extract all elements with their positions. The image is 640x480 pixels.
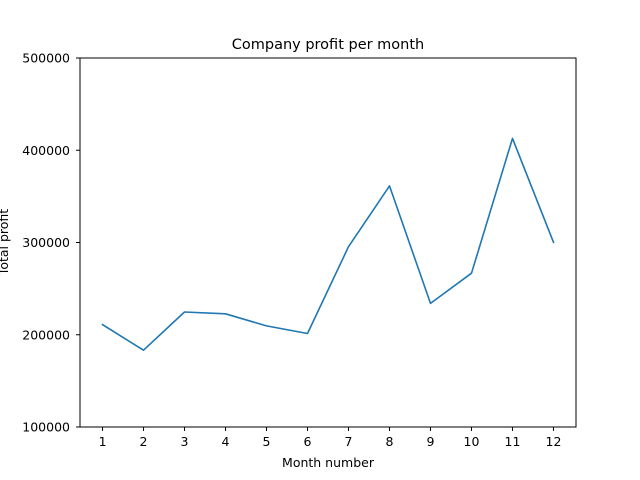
- y-axis-label: Total profit: [0, 209, 11, 276]
- chart-title: Company profit per month: [232, 37, 425, 53]
- x-tick-label: 6: [304, 434, 312, 449]
- y-tick-label: 300000: [22, 235, 70, 250]
- series-layer: [101, 137, 555, 352]
- plot-frame: [79, 57, 577, 428]
- x-tick-label: 3: [181, 434, 189, 449]
- x-tick-label: 1: [99, 434, 107, 449]
- y-axis-ticks: 100000 200000 300000 400000 500000: [22, 51, 80, 435]
- x-tick-label: 5: [263, 434, 271, 449]
- y-tick-label: 100000: [22, 420, 70, 435]
- x-tick-label: 11: [505, 434, 521, 449]
- x-tick-label: 8: [386, 434, 394, 449]
- x-tick-label: 2: [140, 434, 148, 449]
- x-axis-ticks: 1 2 3 4 5 6 7 8 9 10 11 12: [99, 427, 562, 449]
- y-tick-label: 200000: [22, 327, 70, 342]
- x-tick-label: 9: [427, 434, 435, 449]
- x-tick-label: 7: [345, 434, 353, 449]
- y-tick-label: 400000: [22, 143, 70, 158]
- x-tick-label: 12: [546, 434, 562, 449]
- x-tick-label: 4: [222, 434, 230, 449]
- x-tick-label: 10: [464, 434, 480, 449]
- y-tick-label: 500000: [22, 51, 70, 66]
- series-line: [101, 137, 555, 352]
- x-axis-label: Month number: [282, 455, 375, 470]
